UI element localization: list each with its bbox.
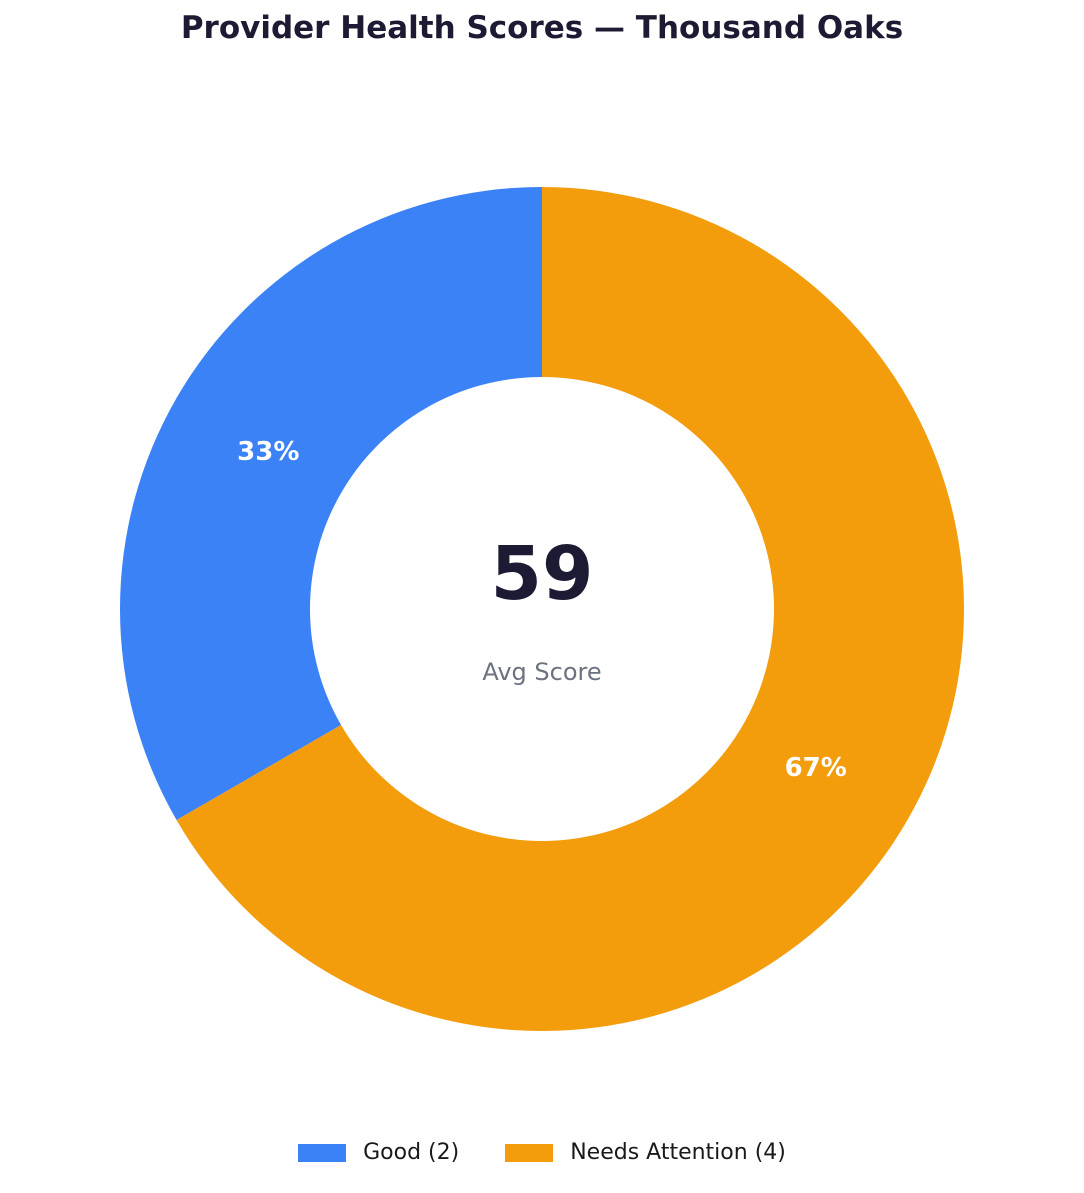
slice-label-needs-attention: 67%: [785, 753, 847, 783]
legend: Good (2) Needs Attention (4): [0, 1140, 1084, 1165]
legend-swatch-needs-attention: [505, 1143, 554, 1162]
center-caption: Avg Score: [482, 658, 601, 686]
legend-swatch-good: [298, 1143, 347, 1162]
chart-title: Provider Health Scores — Thousand Oaks: [180, 10, 904, 46]
center-value: 59: [491, 531, 594, 617]
legend-item-good: Good (2): [298, 1140, 459, 1165]
slice-needs-attention: [176, 187, 964, 1031]
legend-label-needs-attention: Needs Attention (4): [570, 1140, 786, 1165]
slice-label-good: 33%: [237, 437, 299, 467]
slice-good: [120, 187, 542, 820]
legend-label-good: Good (2): [363, 1140, 460, 1165]
labels-layer: 33% 67%: [237, 437, 847, 783]
slices-layer: [120, 187, 964, 1031]
legend-item-needs-attention: Needs Attention (4): [505, 1140, 786, 1165]
